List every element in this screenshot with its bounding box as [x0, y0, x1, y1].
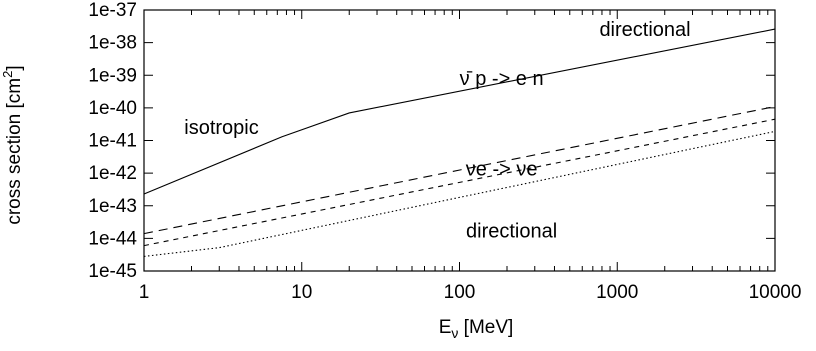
label-layer: 1 10 100 1000 10000 1e-45 1e-44 1e-43 1e-42 1e-41… — [88, 0, 801, 303]
y-axis-title-rest: ] — [4, 65, 25, 70]
y-tick-label: 1e-44 — [88, 228, 137, 249]
series-line-solid — [143, 28, 776, 195]
y-tick-label: 1e-40 — [88, 98, 137, 119]
plot-frame — [143, 9, 776, 272]
x-axis-title-main: E — [439, 317, 452, 338]
x-axis-title: Eν [MeV] — [439, 317, 514, 341]
annotation-nu-e: νe -> νe — [466, 158, 538, 180]
series-layer — [143, 28, 776, 257]
y-tick-label: 1e-42 — [88, 163, 137, 184]
y-tick-label: 1e-38 — [88, 33, 137, 54]
annotation-isotropic: isotropic — [184, 117, 258, 139]
annotation-layer: directional ν̄ p -> e n isotropic νe -> νe d… — [184, 19, 690, 243]
annotation-directional-top: directional — [599, 19, 690, 41]
y-axis-title: cross section [cm2] — [0, 65, 25, 224]
annotation-nubar-p: ν̄ p -> e n — [460, 68, 544, 90]
y-tick-label: 1e-45 — [88, 261, 137, 282]
annotation-directional-bottom: directional — [466, 221, 557, 243]
y-tick-label: 1e-41 — [88, 131, 137, 152]
series-line-dotted — [143, 130, 776, 257]
x-tick-label: 1 — [139, 282, 150, 303]
x-axis-title-subscript: ν — [451, 325, 458, 341]
y-tick-label: 1e-43 — [88, 196, 137, 217]
tick-layer — [143, 9, 776, 272]
x-tick-label: 10 — [291, 282, 312, 303]
series-line-short-dash — [143, 118, 776, 247]
series-line-long-dash — [143, 105, 776, 235]
y-axis-title-superscript: 2 — [0, 71, 15, 78]
x-tick-label: 1000 — [596, 282, 638, 303]
y-axis-title-main: cross section [cm — [4, 78, 25, 225]
x-axis-title-rest: [MeV] — [458, 317, 513, 338]
y-tick-label: 1e-39 — [88, 65, 137, 86]
x-tick-label: 100 — [444, 282, 476, 303]
x-tick-label: 10000 — [749, 282, 802, 303]
y-tick-label: 1e-37 — [88, 0, 137, 21]
